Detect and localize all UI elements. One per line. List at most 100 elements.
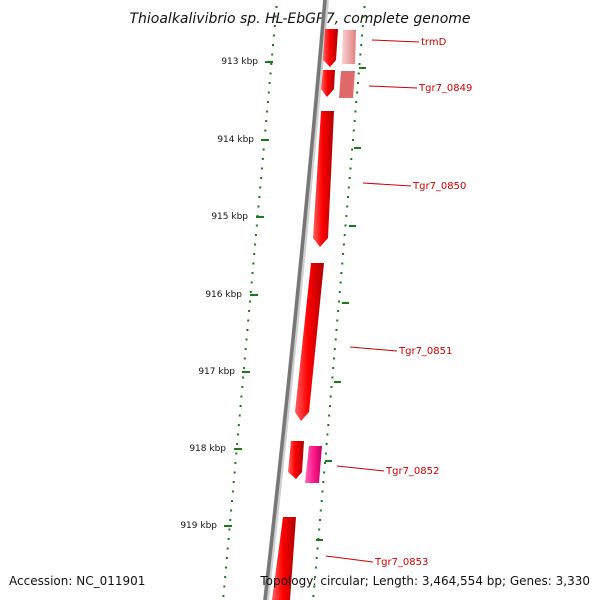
genome-backbone: [263, 0, 327, 600]
gene-label-tgr7-0850[interactable]: Tgr7_0850: [412, 181, 466, 192]
guide-dot: [243, 357, 246, 360]
guide-dot: [267, 91, 270, 94]
guide-dot: [260, 177, 263, 179]
map-title: Thioalkalivibrio sp. HL-EbGR7, complete …: [129, 11, 470, 27]
guide-dot: [250, 281, 253, 284]
gene-tgr7-0853[interactable]: [272, 517, 296, 600]
guide-dot: [273, 25, 276, 27]
guide-dot: [251, 272, 254, 274]
scale-labels: 913 kbp 914 kbp 915 kbp 916 kbp 917 kbp …: [180, 57, 258, 531]
guide-dot: [320, 500, 323, 502]
guide-dot: [260, 167, 263, 170]
gene-arrow: [295, 263, 324, 421]
guide-dot: [266, 110, 269, 113]
gene-tgr7-0849[interactable]: [321, 70, 355, 98]
guide-dot: [269, 72, 272, 75]
guide-dot: [356, 82, 359, 84]
guide-dot: [350, 158, 353, 160]
guide-dot: [319, 509, 322, 512]
scale-label: 919 kbp: [180, 521, 217, 531]
guide-dot: [272, 44, 274, 46]
guide-dot: [345, 215, 348, 217]
genes: [272, 29, 356, 600]
gene-tgr7-0851[interactable]: [295, 263, 324, 421]
guide-dot: [324, 462, 326, 464]
guide-dot: [237, 424, 240, 426]
guide-dot: [249, 291, 252, 293]
leader-line: [325, 555, 374, 563]
guide-dot: [239, 405, 242, 407]
guide-dot: [241, 386, 244, 388]
guide-dot: [231, 500, 233, 502]
scale-dots-right: [312, 6, 366, 597]
scale-dots-left: [222, 6, 278, 597]
guide-dot: [339, 281, 342, 284]
guide-dot: [225, 566, 227, 569]
guide-dot: [228, 528, 231, 531]
guide-dot: [259, 186, 262, 189]
gene-tgr7-0852[interactable]: [288, 441, 322, 483]
guide-dot: [312, 595, 315, 597]
guide-dot: [328, 414, 331, 417]
guide-dot: [245, 338, 248, 341]
leader-line: [368, 85, 418, 89]
guide-dot: [257, 205, 260, 208]
guide-dot: [333, 357, 335, 360]
guide-dot: [333, 348, 336, 350]
gene-label-tgr7-0853[interactable]: Tgr7_0853: [374, 557, 428, 568]
guide-dot: [360, 44, 363, 46]
gene-label-tgr7-0851[interactable]: Tgr7_0851: [398, 346, 452, 357]
guide-dot: [334, 338, 337, 341]
guide-dot: [247, 319, 250, 322]
gene-trmd[interactable]: [323, 29, 356, 67]
guide-dot: [357, 72, 360, 75]
gene-arrow: [288, 441, 304, 479]
guide-dot: [252, 262, 255, 265]
gene-shade: [342, 30, 356, 64]
gene-tgr7-0850[interactable]: [313, 111, 334, 247]
guide-dot: [361, 34, 363, 37]
guide-dot: [323, 471, 326, 474]
guide-dot: [314, 566, 317, 569]
guide-dot: [229, 519, 232, 521]
guide-dot: [266, 101, 269, 103]
scale-label: 916 kbp: [205, 290, 242, 300]
guide-dot: [319, 519, 321, 521]
guide-dot: [255, 224, 258, 227]
guide-dot: [329, 395, 332, 398]
gene-arrow: [323, 29, 338, 67]
guide-dot: [254, 243, 257, 246]
guide-dot: [275, 6, 278, 8]
guide-dot: [230, 509, 233, 512]
guide-dot: [327, 424, 330, 426]
guide-dot: [332, 367, 335, 369]
guide-dot: [328, 405, 331, 407]
guide-dot: [240, 395, 243, 398]
guide-dot: [258, 196, 261, 198]
guide-dot: [353, 120, 356, 122]
guide-dot: [325, 443, 328, 445]
guide-dot: [359, 53, 362, 56]
gene-label-trmd[interactable]: trmD: [421, 37, 447, 48]
guide-dot: [223, 585, 226, 588]
guide-dot: [226, 547, 229, 550]
accession-text: Accession: NC_011901: [9, 574, 146, 588]
gene-label-tgr7-0849[interactable]: Tgr7_0849: [418, 83, 472, 94]
guide-dot: [338, 300, 340, 303]
scale-label: 913 kbp: [221, 57, 258, 67]
gene-shade: [339, 71, 355, 98]
gene-label-tgr7-0852[interactable]: Tgr7_0852: [385, 466, 439, 477]
leader-line: [371, 39, 420, 43]
scale-ticks: [224, 61, 273, 527]
guide-dot: [248, 310, 251, 312]
guide-dot: [233, 471, 236, 474]
guide-dot: [321, 490, 324, 493]
gene-arrow: [321, 70, 335, 97]
guide-dot: [227, 538, 230, 540]
guide-dot: [243, 367, 245, 369]
leader-line: [349, 346, 398, 352]
leader-line: [362, 182, 412, 187]
guide-dot: [246, 329, 249, 331]
